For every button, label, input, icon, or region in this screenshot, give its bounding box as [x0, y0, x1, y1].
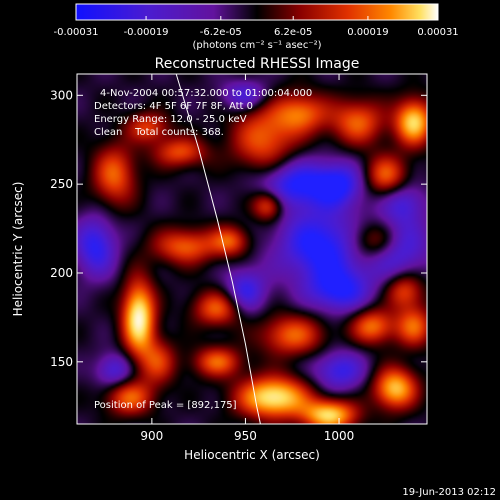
colorbar-tick-label: -0.00019: [124, 27, 169, 38]
y-tick-label: 200: [50, 266, 73, 280]
footer-date: 19-Jun-2013 02:12: [402, 487, 496, 498]
y-tick-label: 250: [50, 177, 73, 191]
x-tick-label: 950: [234, 429, 257, 443]
colorbar: [75, 3, 439, 21]
heatmap-image: [77, 74, 427, 424]
x-tick-label: 900: [140, 429, 163, 443]
colorbar-tick-label: 0.00019: [347, 27, 388, 38]
colorbar-labels: -0.00031 -0.00019 -6.2e-05 6.2e-05 0.00019 0.…: [54, 27, 459, 38]
colorbar-tick-label: 0.00031: [417, 27, 458, 38]
y-axis-label: Heliocentric Y (arcsec): [11, 182, 25, 317]
colorbar-tick-label: 6.2e-05: [274, 27, 312, 38]
x-tick-label: 1000: [324, 429, 355, 443]
y-tick-label: 150: [50, 355, 73, 369]
colorbar-units-label: (photons cm⁻² s⁻¹ asec⁻²): [192, 40, 321, 51]
colorbar-tick-label: -0.00031: [54, 27, 99, 38]
y-axis-ticks: 150 200 250 300: [50, 88, 427, 369]
colorbar-tick-label: -6.2e-05: [200, 27, 242, 38]
solar-limb-curve: [175, 73, 261, 425]
annotation-detectors: Detectors: 4F 5F 6F 7F 8F, Att 0: [94, 101, 253, 112]
plot-frame: [76, 73, 428, 425]
x-axis-ticks: 900 950 1000: [140, 74, 354, 443]
colorbar-ticks: [75, 16, 439, 20]
annotation-energy: Energy Range: 12.0 - 25.0 keV: [94, 114, 247, 125]
annotation-clean: Clean Total counts: 368.: [94, 127, 224, 138]
annotation-time: 4-Nov-2004 00:57:32.000 to 01:00:04.000: [100, 88, 312, 99]
x-axis-label: Heliocentric X (arcsec): [184, 448, 320, 462]
y-tick-label: 300: [50, 88, 73, 102]
peak-position-label: Position of Peak = [892,175]: [94, 400, 237, 411]
chart-title: Reconstructed RHESSI Image: [155, 56, 360, 72]
